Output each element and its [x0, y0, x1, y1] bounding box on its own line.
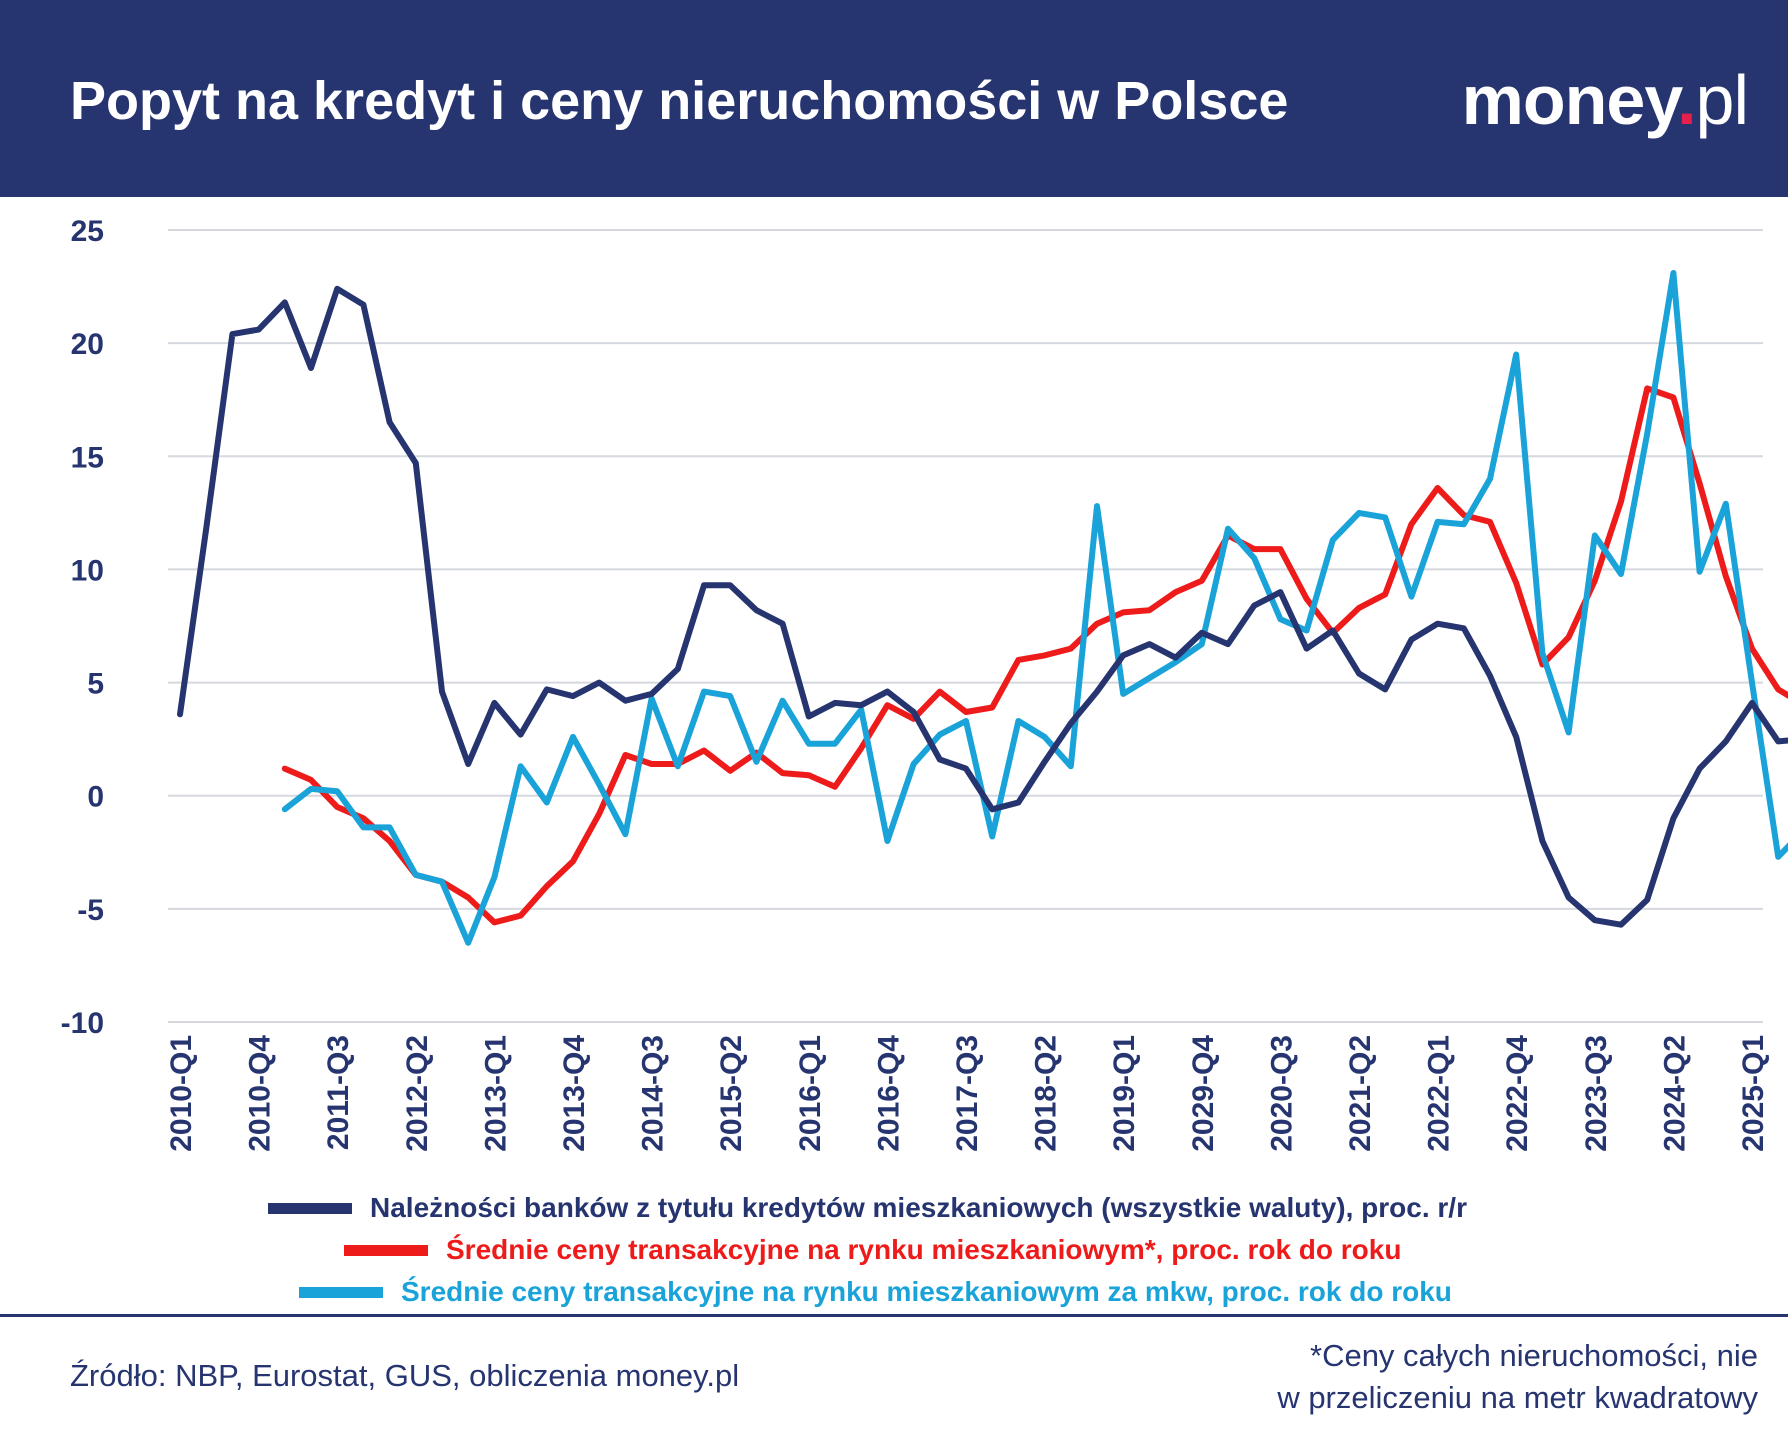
x-tick-label: 2015-Q2	[715, 1035, 748, 1152]
series-line-prices-sqm	[281, 270, 1788, 946]
x-tick-label: 2019-Q1	[1108, 1035, 1141, 1152]
footnote-line-2: w przeliczeniu na metr kwadratowy	[1277, 1380, 1758, 1415]
x-tick-label: 2013-Q1	[479, 1035, 512, 1152]
legend-label-prices: Średnie ceny transakcyjne na rynku miesz…	[446, 1234, 1402, 1265]
y-tick-label: 10	[71, 554, 104, 587]
y-tick-label: 5	[87, 668, 104, 701]
legend-swatch-prices-sqm	[299, 1286, 383, 1298]
logo-dot: .	[1677, 61, 1696, 139]
header-banner: Popyt na kredyt i ceny nieruchomości w P…	[0, 0, 1788, 197]
money-pl-logo[interactable]: money.pl	[1461, 60, 1749, 140]
x-tick-label: 2025-Q1	[1737, 1035, 1770, 1152]
legend-label-loans: Należności banków z tytułu kredytów mies…	[370, 1192, 1467, 1223]
legend-swatch-loans	[268, 1202, 352, 1214]
x-tick-label: 2020-Q3	[1265, 1035, 1298, 1152]
footnote: *Ceny całych nieruchomości, nie w przeli…	[1277, 1335, 1758, 1419]
legend-item-loans: Należności banków z tytułu kredytów mies…	[268, 1188, 1467, 1228]
x-tick-label: 2010-Q4	[244, 1035, 277, 1152]
legend-item-prices: Średnie ceny transakcyjne na rynku miesz…	[344, 1230, 1401, 1270]
x-tick-label: 2022-Q1	[1423, 1035, 1456, 1152]
footer-divider	[0, 1314, 1788, 1317]
x-tick-label: 2024-Q2	[1658, 1035, 1691, 1152]
x-tick-label: 2013-Q4	[558, 1035, 591, 1152]
x-axis-ticks: 2010-Q1 2010-Q4 2011-Q3 2012-Q2 2013-Q1 2013-…	[165, 1035, 1770, 1152]
x-tick-label: 2010-Q1	[165, 1035, 198, 1152]
series-line-prices	[281, 385, 1788, 926]
series-lines	[177, 270, 1788, 946]
y-tick-label: 25	[71, 215, 104, 248]
x-tick-label: 2023-Q3	[1580, 1035, 1613, 1152]
x-tick-label: 2029-Q4	[1187, 1035, 1220, 1152]
legend-label-prices-sqm: Średnie ceny transakcyjne na rynku miesz…	[401, 1276, 1452, 1307]
series-line-loans	[177, 285, 1788, 928]
logo-main-text: money	[1461, 61, 1678, 139]
y-tick-label: -5	[77, 894, 104, 927]
x-tick-label: 2016-Q1	[794, 1035, 827, 1152]
x-tick-label: 2014-Q3	[637, 1035, 670, 1152]
logo-tld-text: pl	[1695, 61, 1749, 139]
y-tick-label: 15	[71, 441, 104, 474]
source-note: Źródło: NBP, Eurostat, GUS, obliczenia m…	[70, 1358, 740, 1393]
legend-swatch-prices	[344, 1244, 428, 1256]
x-tick-label: 2017-Q3	[951, 1035, 984, 1152]
y-tick-label: 20	[71, 328, 104, 361]
footnote-line-1: *Ceny całych nieruchomości, nie	[1310, 1338, 1758, 1373]
x-tick-label: 2021-Q2	[1344, 1035, 1377, 1152]
x-tick-label: 2011-Q3	[322, 1035, 355, 1150]
x-tick-label: 2022-Q4	[1501, 1035, 1534, 1152]
x-tick-label: 2016-Q4	[872, 1035, 905, 1152]
y-tick-label: 0	[87, 781, 104, 814]
y-axis-ticks: 25 20 15 10 5 0 -5 -10	[61, 215, 104, 1040]
y-tick-label: -10	[61, 1007, 104, 1040]
x-tick-label: 2018-Q2	[1030, 1035, 1063, 1152]
legend-item-prices-sqm: Średnie ceny transakcyjne na rynku miesz…	[299, 1272, 1452, 1312]
x-tick-label: 2012-Q2	[401, 1035, 434, 1152]
page-title: Popyt na kredyt i ceny nieruchomości w P…	[70, 71, 1289, 131]
grid-lines	[168, 229, 1763, 1023]
